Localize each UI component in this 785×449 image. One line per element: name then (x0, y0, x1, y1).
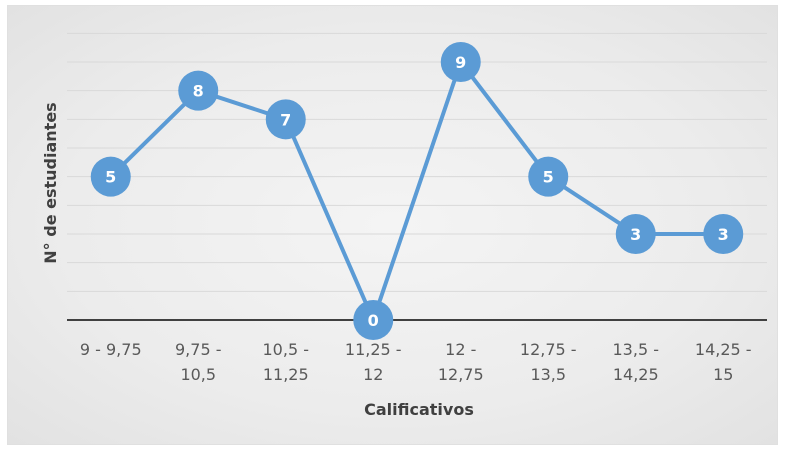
x-tick-label: 10,5 -11,25 (263, 340, 309, 384)
data-label: 0 (368, 311, 379, 330)
y-axis-title: N° de estudiantes (41, 102, 60, 263)
x-tick-label: 11,25 -12 (345, 340, 402, 384)
x-tick-label: 9 - 9,75 (80, 340, 142, 359)
data-label: 8 (193, 82, 204, 101)
data-point (440, 42, 481, 82)
x-tick-label: 12,75 -13,5 (520, 340, 577, 384)
x-tick-label: 9,75 -10,5 (175, 340, 221, 384)
data-points: 5 8 7 0 9 5 3 3 (90, 42, 744, 340)
x-tick-label: 14,25 -15 (695, 340, 752, 384)
x-tick-label: 12 -12,75 (438, 340, 484, 384)
x-tick-labels: 9 - 9,75 9,75 -10,5 10,5 -11,25 11,25 -12 12… (80, 340, 752, 384)
x-axis-title: Calificativos (364, 400, 474, 419)
data-label: 7 (280, 110, 291, 129)
data-point (265, 99, 306, 140)
data-point (703, 214, 744, 254)
data-point (353, 300, 394, 340)
data-point (178, 70, 219, 111)
data-label: 3 (718, 225, 729, 244)
data-point (615, 214, 656, 254)
x-tick-label: 13,5 -14,25 (613, 340, 659, 384)
data-point (528, 156, 569, 197)
data-label: 9 (455, 53, 466, 72)
data-label: 3 (630, 225, 641, 244)
data-label: 5 (105, 168, 116, 187)
data-point (90, 156, 131, 197)
gridlines (67, 32, 767, 292)
data-label: 5 (543, 168, 554, 187)
